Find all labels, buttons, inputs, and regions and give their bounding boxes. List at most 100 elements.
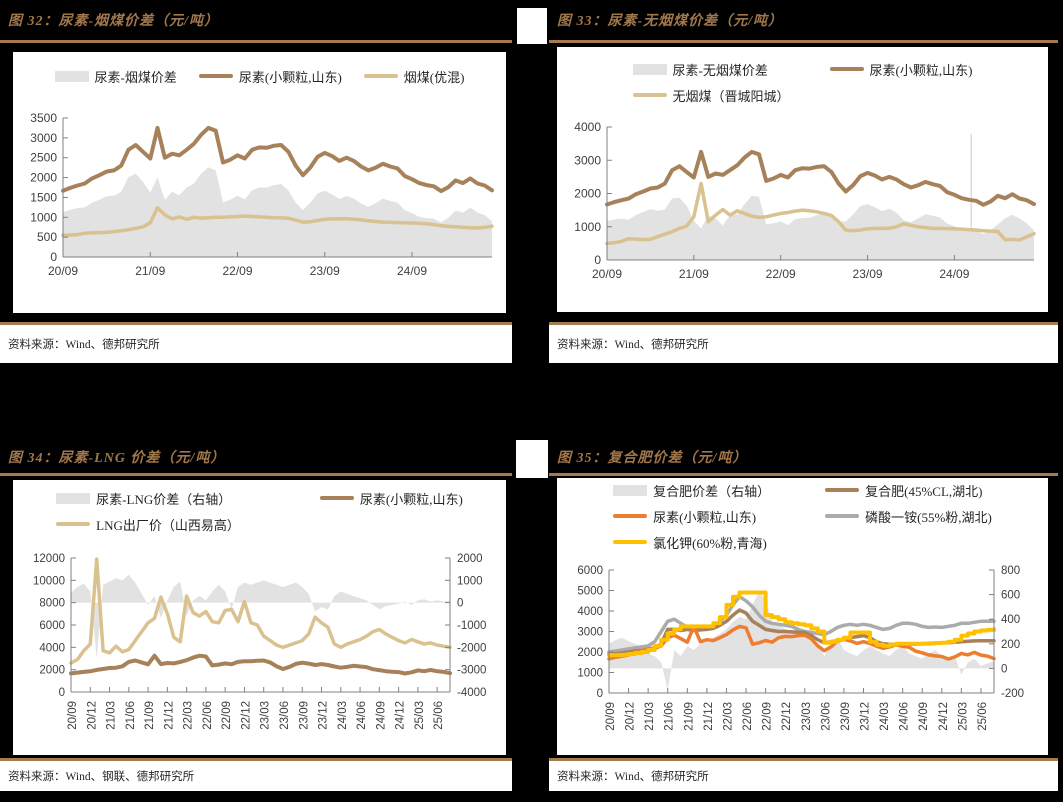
chart-svg: 4000 3000 2000 1000 020/09 21/09 22/09 23/09 24/…	[574, 120, 1036, 281]
legend-label: 氯化钾(60%粉,青海)	[653, 535, 767, 551]
chart-canvas: 4000 3000 2000 1000 0 20/09 21/09 22/09 23/09 24/…	[557, 117, 1048, 312]
svg-text:24/09: 24/09	[918, 702, 930, 731]
svg-text:23/06: 23/06	[279, 701, 291, 730]
legend-item: 无烟煤（晋城阳城）	[632, 86, 790, 105]
svg-text:22/12: 22/12	[240, 701, 252, 730]
legend-label: 尿素-LNG价差（右轴）	[96, 491, 232, 507]
svg-text:23/09: 23/09	[840, 702, 852, 731]
legend-item: 尿素(小颗粒,山东)	[198, 67, 342, 86]
legend-grid: 尿素-无烟煤价差 尿素(小颗粒,山东) 无烟煤（晋城阳城）	[632, 60, 973, 105]
svg-text:20/12: 20/12	[86, 701, 98, 730]
svg-text:800: 800	[1001, 565, 1020, 577]
svg-text:2000: 2000	[30, 171, 57, 185]
white-patch	[516, 440, 548, 478]
svg-text:600: 600	[1001, 590, 1020, 602]
chart-legend: 复合肥价差（右轴） 复合肥(45%CL,湖北) 尿素(小颗粒,山东) 磷酸一铵(55%…	[557, 478, 1048, 554]
source-band: 资料来源：Wind、德邦研究所	[549, 322, 1058, 363]
svg-text:22/09: 22/09	[762, 702, 774, 731]
legend-label: LNG出厂价（山西易高）	[96, 517, 240, 533]
legend-label: 尿素(小颗粒,山东)	[869, 62, 973, 78]
source-band: 资料来源：Wind、德邦研究所	[0, 322, 512, 363]
legend-line-swatch	[56, 522, 91, 526]
panel-title: 图 32：尿素-烟煤价差（元/吨）	[8, 14, 220, 29]
svg-text:3000: 3000	[577, 627, 603, 639]
svg-text:3000: 3000	[30, 131, 57, 145]
svg-text:20/12: 20/12	[625, 702, 637, 731]
svg-text:25/06: 25/06	[977, 702, 989, 731]
legend-item: 尿素(小颗粒,山东)	[829, 60, 973, 79]
svg-text:22/06: 22/06	[742, 702, 754, 731]
svg-text:24/06: 24/06	[899, 702, 911, 731]
svg-text:22/06: 22/06	[202, 701, 214, 730]
svg-text:2000: 2000	[574, 187, 601, 201]
svg-text:24/06: 24/06	[356, 701, 368, 730]
svg-text:4000: 4000	[577, 606, 603, 618]
svg-text:6000: 6000	[577, 565, 603, 577]
white-patch	[517, 8, 547, 44]
chart-legend: 尿素-无烟煤价差 尿素(小颗粒,山东) 无烟煤（晋城阳城）	[557, 47, 1048, 117]
legend-grid: 尿素-烟煤价差 尿素(小颗粒,山东) 烟煤(优混)	[54, 67, 465, 86]
legend-label: 烟煤(优混)	[403, 69, 465, 85]
svg-text:22/09: 22/09	[222, 264, 252, 278]
panel-chart-34: 图 34：尿素-LNG 价差（元/吨） 尿素-LNG价差（右轴） 尿素(小颗粒,山…	[0, 440, 512, 802]
legend-area-swatch	[56, 492, 91, 504]
legend-item: 尿素(小颗粒,山东)	[319, 489, 463, 508]
svg-text:21/03: 21/03	[644, 702, 656, 731]
legend-label: 复合肥价差（右轴）	[653, 483, 771, 499]
legend-line-swatch	[363, 74, 398, 78]
svg-text:20/09: 20/09	[592, 267, 622, 281]
legend-item: 烟煤(优混)	[363, 67, 465, 86]
chart-box: 尿素-烟煤价差 尿素(小颗粒,山东) 烟煤(优混) 3500 3000 2500 2000…	[13, 52, 506, 313]
chart-legend: 尿素-烟煤价差 尿素(小颗粒,山东) 烟煤(优混)	[13, 52, 506, 100]
chart-canvas: 6000 5000 4000 3000 2000 1000 0 800 600 400 200 0 -2…	[557, 554, 1048, 755]
svg-text:500: 500	[37, 230, 57, 244]
svg-text:1000: 1000	[574, 220, 601, 234]
svg-text:3000: 3000	[574, 153, 601, 167]
svg-text:2000: 2000	[39, 665, 65, 677]
legend-area-swatch	[632, 63, 667, 75]
legend-area-swatch	[613, 484, 648, 496]
svg-text:21/12: 21/12	[703, 702, 715, 731]
legend-area-swatch	[54, 70, 89, 82]
legend-label: 尿素(小颗粒,山东)	[653, 509, 757, 525]
svg-text:23/09: 23/09	[853, 267, 883, 281]
title-underline	[549, 40, 1058, 43]
legend-item: 磷酸一铵(55%粉,湖北)	[825, 507, 992, 526]
svg-text:2000: 2000	[457, 553, 483, 565]
panel-chart-33: 图 33：尿素-无烟煤价差（元/吨） 尿素-无烟煤价差 尿素(小颗粒,山东) 无烟煤…	[549, 0, 1058, 365]
source-text: 资料来源：Wind、钢联、德邦研究所	[8, 771, 195, 783]
legend-label: 尿素(小颗粒,山东)	[238, 69, 342, 85]
title-underline	[0, 473, 512, 476]
svg-text:21/09: 21/09	[135, 264, 165, 278]
chart-svg: 60005000400030002000100008006004002000-2…	[577, 565, 1024, 731]
svg-text:-3000: -3000	[457, 665, 486, 677]
svg-text:1000: 1000	[30, 210, 57, 224]
svg-text:22/09: 22/09	[221, 701, 233, 730]
svg-text:0: 0	[457, 598, 463, 610]
legend-label: 尿素-无烟煤价差	[672, 62, 768, 78]
legend-line-swatch	[198, 74, 233, 78]
svg-text:21/06: 21/06	[664, 702, 676, 731]
source-band: 资料来源：Wind、德邦研究所	[549, 758, 1058, 791]
svg-text:1500: 1500	[30, 190, 57, 204]
svg-text:0: 0	[597, 688, 603, 700]
svg-text:24/12: 24/12	[395, 701, 407, 730]
chart-legend: 尿素-LNG价差（右轴） 尿素(小颗粒,山东) LNG出厂价（山西易高）	[13, 480, 506, 542]
legend-line-swatch	[632, 93, 667, 97]
legend-item: 复合肥(45%CL,湖北)	[825, 481, 982, 500]
legend-item: LNG出厂价（山西易高）	[56, 515, 240, 534]
svg-text:4000: 4000	[39, 642, 65, 654]
svg-text:3500: 3500	[30, 111, 57, 125]
legend-line-swatch	[825, 488, 860, 492]
svg-text:25/06: 25/06	[433, 701, 445, 730]
svg-text:12000: 12000	[33, 553, 65, 565]
legend-label: 尿素-烟煤价差	[94, 69, 177, 85]
svg-text:21/09: 21/09	[144, 701, 156, 730]
svg-text:24/09: 24/09	[375, 701, 387, 730]
source-text: 资料来源：Wind、德邦研究所	[8, 339, 160, 351]
source-text: 资料来源：Wind、德邦研究所	[557, 771, 709, 783]
legend-label: 复合肥(45%CL,湖北)	[865, 483, 983, 499]
legend-grid: 尿素-LNG价差（右轴） 尿素(小颗粒,山东) LNG出厂价（山西易高）	[56, 489, 463, 534]
legend-label: 无烟煤（晋城阳城）	[672, 88, 790, 104]
